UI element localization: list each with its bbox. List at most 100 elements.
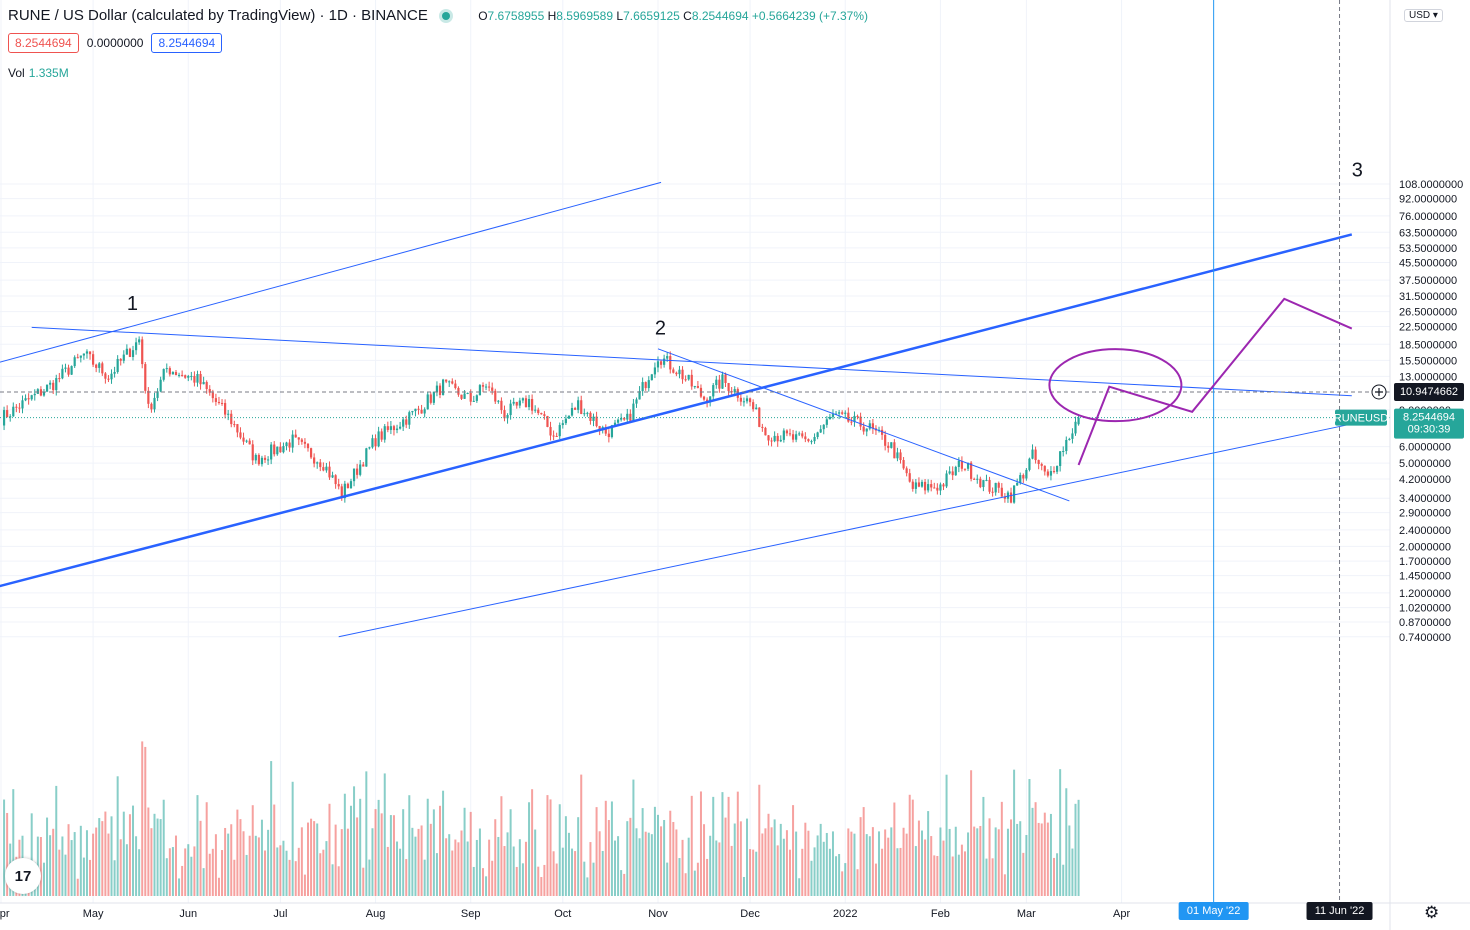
candle-body [399, 426, 402, 429]
projection-path[interactable] [1077, 297, 1353, 466]
candle-body [604, 427, 607, 434]
candle-body [884, 434, 887, 446]
candle-body [681, 369, 684, 380]
volume-bar [1034, 802, 1037, 896]
volume-bar [518, 839, 521, 896]
candle-body [1040, 464, 1043, 466]
candle-body [991, 491, 994, 493]
volume-bar [257, 837, 260, 896]
volume-bar [844, 863, 847, 896]
candle-body [561, 423, 564, 426]
candle-body [1065, 439, 1068, 452]
candle-body [276, 446, 279, 455]
candle-body [411, 411, 414, 413]
candle-body [438, 385, 442, 395]
volume-bar [439, 805, 442, 896]
volume-bar [3, 799, 6, 896]
trendlines [0, 181, 1353, 638]
volume-bar [709, 835, 712, 896]
volume-bar [159, 819, 162, 896]
trendline[interactable] [657, 348, 1070, 502]
volume-bar [592, 862, 595, 896]
volume-bar [607, 820, 610, 896]
candle-body [1046, 471, 1049, 476]
candle-body [1031, 449, 1034, 459]
volume-bar [340, 829, 343, 896]
volume-bar [79, 825, 82, 896]
volume-bar [132, 805, 135, 896]
candle-body [761, 426, 764, 428]
price-tick-label: 6.0000000 [1399, 442, 1451, 454]
volume-bar [500, 796, 503, 896]
wave-label-1: 1 [127, 293, 138, 315]
sell-price-button[interactable]: 8.2544694 [8, 33, 79, 53]
volume-bar [524, 841, 527, 896]
candle-body [804, 436, 807, 440]
volume-bar [699, 791, 702, 896]
candle-body [331, 475, 334, 478]
trendline[interactable] [338, 423, 1352, 638]
currency-selector[interactable]: USD ▾ [1404, 9, 1443, 22]
volume-bar [417, 828, 420, 896]
volume-bar [196, 795, 199, 896]
target-ellipse[interactable] [1048, 348, 1183, 423]
gear-icon[interactable]: ⚙ [1424, 903, 1440, 922]
volume-bar [927, 811, 930, 896]
volume-bar [973, 826, 976, 896]
volume-bar [727, 796, 730, 896]
symbol-title[interactable]: RUNE / US Dollar (calculated by TradingV… [8, 7, 428, 24]
volume-bar [841, 871, 844, 896]
volume-bar [371, 828, 374, 896]
candle-body [491, 387, 494, 391]
candle-body [481, 385, 485, 387]
volume-bar [887, 837, 890, 896]
volume-bar [334, 824, 337, 896]
candle-body [1013, 485, 1016, 503]
candle-body [291, 434, 294, 448]
candle-body [300, 439, 303, 442]
volume-bar [1013, 769, 1016, 896]
candle-body [537, 409, 540, 414]
volume-bar [337, 866, 340, 896]
volume-bar [678, 858, 681, 896]
tradingview-logo-icon[interactable]: 17 [5, 858, 41, 894]
volume-bar [399, 848, 402, 896]
volume-bar [475, 839, 478, 896]
candle-body [939, 484, 942, 491]
volume-bar [150, 828, 153, 896]
candle-body [58, 378, 61, 380]
candle-body [509, 403, 512, 416]
volume-bar [703, 824, 706, 896]
volume-bar [125, 844, 128, 896]
volume-bar [776, 845, 779, 896]
volume-bar [595, 807, 598, 896]
candle-body [666, 356, 669, 359]
candle-body [764, 427, 767, 436]
candle-body [745, 398, 749, 402]
volume-bar [798, 878, 801, 896]
volume-bar [208, 853, 211, 896]
price-tick-label: 15.5000000 [1399, 355, 1457, 367]
candle-body [577, 400, 580, 410]
volume-bar [939, 827, 942, 896]
trendline[interactable] [0, 233, 1353, 591]
time-tick-label: Mar [1017, 908, 1036, 920]
wave-label-2: 2 [655, 318, 666, 340]
volume-bar [730, 845, 733, 896]
candle-body [116, 358, 119, 372]
price-tick-label: 63.5000000 [1399, 227, 1457, 239]
buy-price-button[interactable]: 8.2544694 [151, 33, 223, 53]
candle-body [423, 409, 426, 414]
volume-bar [73, 832, 76, 896]
candle-body [515, 401, 518, 406]
volume-bar [788, 849, 791, 896]
candle-body [613, 422, 617, 426]
volume-bar [868, 836, 871, 896]
trendline[interactable] [0, 181, 662, 367]
volume-bar [601, 850, 604, 896]
volume-bar [515, 866, 518, 896]
candle-body [199, 374, 202, 385]
candle-body [1025, 469, 1028, 479]
volume-bar [497, 836, 500, 896]
